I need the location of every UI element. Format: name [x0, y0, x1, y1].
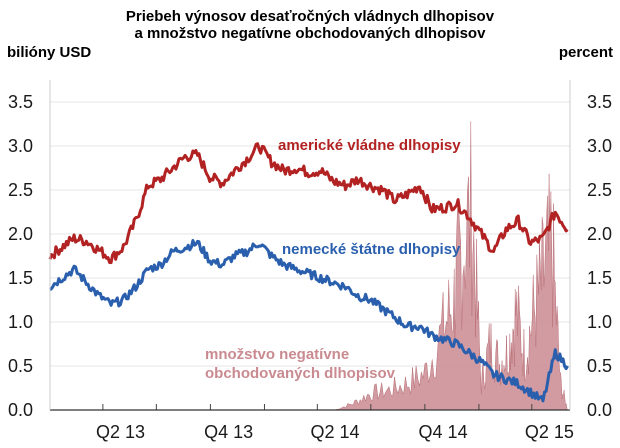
x-tick-label: Q4 14	[419, 422, 468, 442]
y-tick-label-left: 2.5	[8, 180, 33, 200]
chart-title: Priebeh výnosov desaťročných vládnych dl…	[0, 8, 620, 42]
negative-annotation-line2: obchodovaných dlhopisov	[205, 365, 396, 382]
y-tick-label-right: 2.5	[587, 180, 612, 200]
y-tick-label-right: 3.0	[587, 136, 612, 156]
y-tick-label-right: 0.0	[587, 400, 612, 420]
de-yield-line	[49, 239, 569, 403]
y-tick-label-left: 3.0	[8, 136, 33, 156]
negative-bonds-area	[334, 121, 568, 411]
x-tick-label: Q2 15	[525, 422, 574, 442]
area-layer	[334, 121, 568, 411]
x-tick-label: Q2 14	[310, 422, 359, 442]
y-tick-label-left: 1.0	[8, 312, 33, 332]
chart-title-line2: a množstvo negatívne obchodovaných dlhop…	[134, 25, 486, 42]
axis-layer	[49, 80, 571, 411]
y-tick-label-left: 0.0	[8, 400, 33, 420]
y-tick-label-left: 0.5	[8, 356, 33, 376]
us-yield-line	[48, 142, 569, 265]
line-layer	[48, 142, 569, 403]
negative-annotation-line1: množstvo negatívne	[205, 346, 349, 363]
x-tick-label: Q4 13	[204, 422, 253, 442]
y-tick-label-left: 1.5	[8, 268, 33, 288]
y-tick-label-right: 1.0	[587, 312, 612, 332]
x-tick-label: Q2 13	[96, 422, 145, 442]
y-tick-label-right: 2.0	[587, 224, 612, 244]
right-axis-unit: percent	[558, 44, 613, 61]
y-tick-label-left: 3.5	[8, 92, 33, 112]
y-tick-label-right: 0.5	[587, 356, 612, 376]
us-series-annotation: americké vládne dlhopisy	[278, 137, 461, 154]
annotation-layer: americké vládne dlhopisy nemecké štátne d…	[205, 137, 461, 382]
de-series-annotation: nemecké štátne dlhopisy	[282, 241, 461, 258]
y-tick-label-right: 1.5	[587, 268, 612, 288]
label-layer: 0.0 0.0 0.5 0.5 1.0 1.0 1.5 1.5 2.0 2.0 2.5 2.5 3.0 3…	[8, 92, 612, 442]
y-tick-label-left: 2.0	[8, 224, 33, 244]
chart-title-line1: Priebeh výnosov desaťročných vládnych dl…	[125, 8, 495, 25]
left-axis-unit: bilióny USD	[7, 44, 92, 61]
y-tick-label-right: 3.5	[587, 92, 612, 112]
